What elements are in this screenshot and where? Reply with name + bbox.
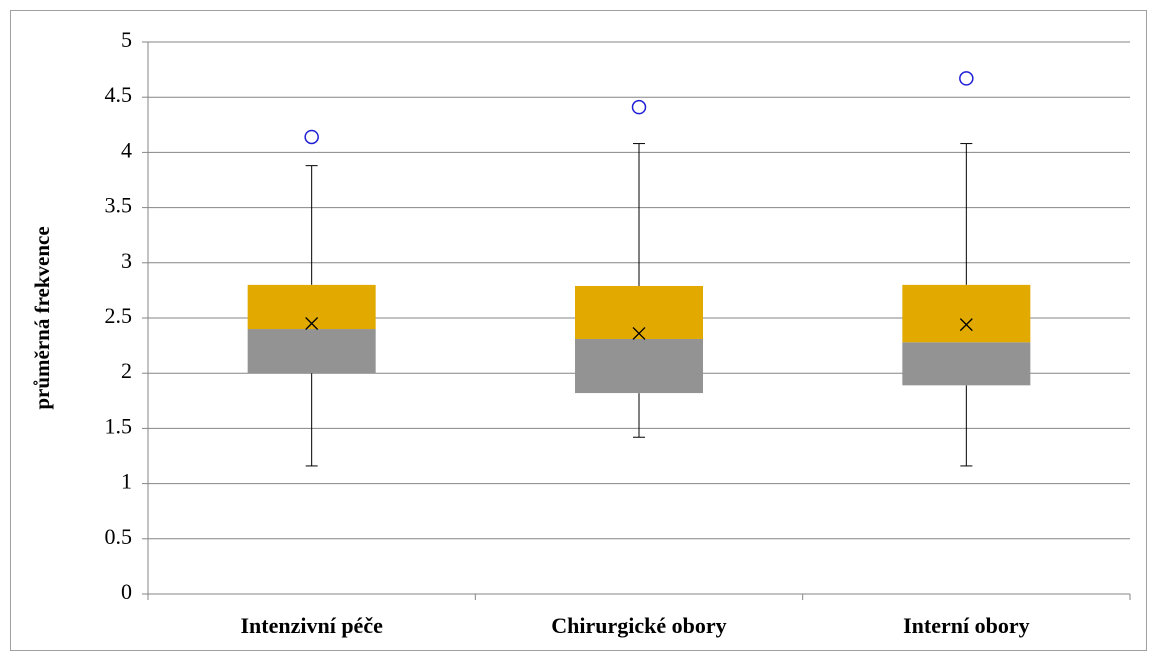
x-tick-label: Chirurgické obory (551, 613, 726, 638)
mean-marker (305, 317, 319, 330)
y-tick-label: 2.5 (105, 303, 133, 328)
box-lower (902, 342, 1031, 386)
box-lower (575, 338, 703, 394)
x-tick-label: Intenzivní péče (240, 613, 383, 638)
y-tick-label: 3 (121, 248, 132, 273)
box-upper (902, 284, 1031, 343)
outlier (304, 129, 319, 145)
mean-marker (959, 318, 973, 332)
y-tick-label: 2 (121, 358, 132, 383)
y-tick-label: 5 (121, 27, 132, 52)
y-tick-label: 0 (121, 579, 132, 604)
box-upper (247, 284, 376, 330)
box-upper (575, 285, 703, 339)
x-tick-label: Interní obory (903, 613, 1030, 638)
y-tick-label: 0.5 (105, 524, 133, 549)
box-lower (247, 329, 376, 374)
chart-border (10, 10, 1147, 651)
y-tick-label: 4 (121, 137, 132, 162)
mean-marker (632, 326, 646, 340)
outlier (959, 71, 974, 86)
y-tick-label: 1.5 (105, 413, 133, 438)
y-tick-label: 3.5 (105, 193, 133, 218)
y-axis-label: průměrná frekvence (30, 226, 54, 409)
y-tick-label: 1 (121, 469, 132, 494)
y-tick-label: 4.5 (105, 82, 133, 107)
outlier (631, 99, 647, 115)
